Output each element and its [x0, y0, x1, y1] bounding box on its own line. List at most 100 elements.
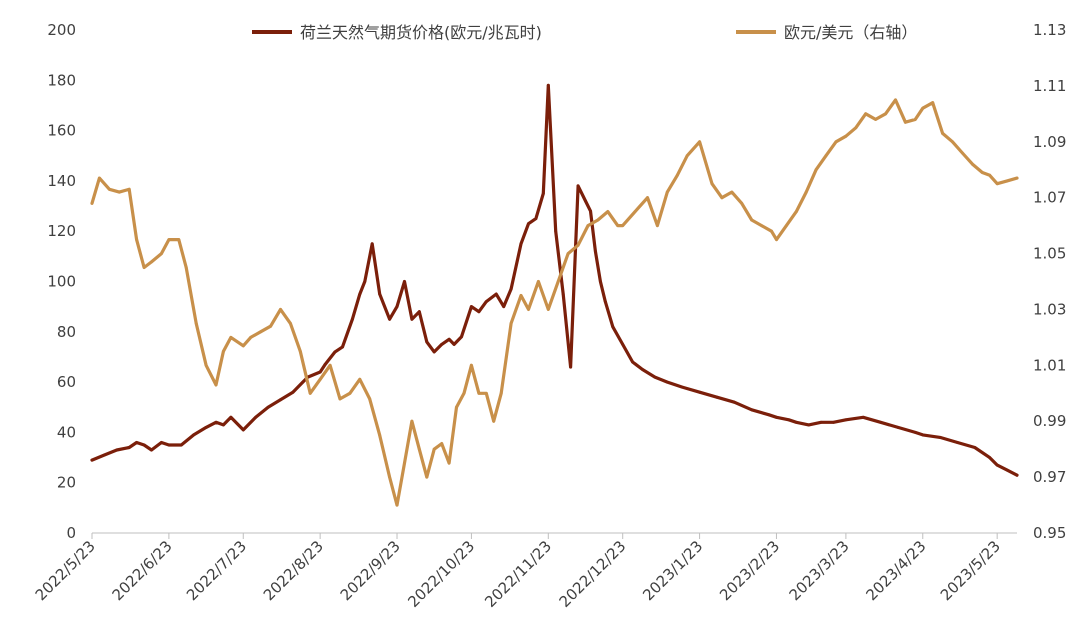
left-axis-tick-label: 40	[57, 423, 76, 441]
right-axis-tick-label: 0.95	[1033, 524, 1066, 542]
data-point	[266, 405, 270, 409]
data-point	[633, 210, 637, 214]
data-point	[222, 350, 225, 353]
data-point	[90, 458, 94, 462]
x-axis-tick-label: 2023/5/23	[937, 537, 1004, 604]
x-axis-ticks: 2022/5/23 2022/6/23 2022/7/23 2022/8/23 2022…	[32, 533, 1004, 611]
data-point	[956, 441, 959, 444]
data-point	[241, 344, 245, 348]
data-point	[586, 224, 590, 228]
data-point	[832, 420, 835, 424]
data-point	[904, 120, 907, 124]
data-point	[358, 292, 362, 296]
data-point	[589, 209, 592, 213]
data-point	[192, 433, 196, 437]
right-axis-tick-label: 1.07	[1033, 189, 1066, 207]
data-point	[641, 368, 644, 371]
data-point	[698, 390, 701, 394]
data-point	[417, 447, 421, 451]
data-point	[403, 461, 406, 465]
data-point	[685, 154, 689, 158]
left-axis-tick-label: 160	[47, 122, 76, 140]
data-point	[115, 448, 119, 452]
data-point	[844, 418, 848, 422]
data-point	[108, 187, 111, 191]
x-axis-tick-label: 2022/9/23	[337, 537, 404, 604]
data-point	[951, 140, 954, 144]
data-point	[425, 340, 429, 344]
data-point	[160, 441, 163, 444]
data-point	[921, 433, 925, 437]
x-axis-tick-label: 2022/7/23	[183, 537, 250, 604]
data-point	[135, 238, 139, 242]
data-point	[150, 260, 153, 264]
data-point	[455, 405, 458, 409]
data-point	[569, 365, 572, 369]
data-point	[534, 217, 538, 221]
data-point	[142, 266, 146, 269]
x-axis-tick-label: 2023/2/23	[716, 537, 783, 604]
data-point	[177, 238, 181, 242]
data-point	[556, 280, 560, 283]
data-point	[484, 300, 488, 303]
data-point	[804, 190, 808, 194]
data-point	[894, 98, 897, 102]
data-point	[720, 196, 724, 200]
data-point	[167, 238, 171, 242]
data-point	[308, 391, 312, 395]
data-point	[509, 287, 513, 291]
data-point	[884, 112, 887, 116]
left-axis-tick-label: 200	[47, 21, 76, 39]
data-point	[819, 420, 823, 424]
data-point	[323, 363, 327, 366]
left-axis-tick-label: 60	[57, 373, 76, 391]
data-point	[117, 190, 121, 194]
data-point	[395, 503, 399, 507]
right-axis-tick-label: 0.99	[1033, 412, 1066, 430]
right-axis-tick-label: 1.11	[1033, 77, 1066, 95]
left-axis-tick-label: 120	[47, 222, 76, 240]
data-point	[775, 415, 778, 419]
data-point	[896, 426, 900, 429]
data-point	[184, 266, 188, 269]
data-point	[787, 418, 791, 422]
data-point	[995, 463, 999, 467]
data-point	[440, 442, 444, 445]
data-point	[913, 431, 917, 434]
data-point	[631, 360, 634, 364]
right-axis-tick-label: 1.01	[1033, 356, 1066, 374]
left-axis-tick-label: 80	[57, 323, 76, 341]
data-point	[980, 171, 984, 174]
data-point	[410, 419, 414, 423]
data-point	[740, 201, 744, 205]
data-point	[519, 242, 523, 246]
data-point	[938, 436, 942, 439]
data-point	[432, 447, 436, 451]
data-point	[509, 322, 513, 325]
series-points	[90, 83, 1019, 477]
data-point	[142, 443, 146, 447]
data-point	[988, 173, 992, 177]
data-point	[854, 126, 858, 130]
data-point	[656, 224, 659, 228]
left-axis-tick-label: 180	[47, 71, 76, 89]
data-point	[546, 83, 550, 87]
data-point	[921, 106, 925, 110]
data-point	[584, 199, 587, 203]
data-point	[395, 305, 399, 308]
data-point	[646, 196, 649, 200]
data-point	[537, 280, 540, 283]
data-point	[750, 408, 754, 412]
data-point	[269, 324, 272, 328]
data-point	[289, 322, 292, 325]
data-point	[90, 201, 94, 205]
data-point	[576, 243, 580, 247]
data-point	[750, 218, 754, 222]
x-axis-tick-label: 2022/12/23	[556, 537, 630, 611]
data-point	[460, 335, 463, 339]
data-point	[452, 343, 456, 346]
data-point	[1005, 179, 1009, 183]
data-point	[229, 336, 233, 339]
